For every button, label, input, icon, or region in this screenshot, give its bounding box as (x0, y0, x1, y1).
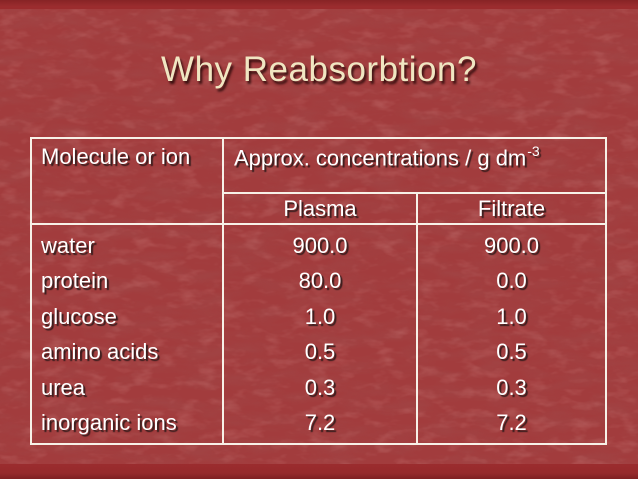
plasma-value: 0.3 (304, 374, 336, 400)
filtrate-value: 0.3 (496, 374, 527, 400)
filtrate-value: 0.0 (496, 268, 527, 294)
plasma-value: 900.0 (292, 232, 348, 258)
plasma-value: 1.0 (304, 303, 336, 329)
filtrate-value: 7.2 (496, 410, 527, 436)
subheader-filtrate: Filtrate (418, 194, 605, 225)
header-approx-superscript: -3 (527, 143, 540, 159)
row-label: amino acids (41, 339, 159, 365)
plasma-value: 0.5 (304, 339, 336, 365)
filtrate-column: 900.0 0.0 1.0 0.5 0.3 7.2 (418, 225, 605, 443)
molecule-column: water protein glucose amino acids urea i… (32, 225, 224, 443)
row-label: urea (41, 374, 86, 400)
row-label: protein (41, 268, 109, 294)
concentration-table: Molecule or ion Approx. concentrations /… (30, 137, 607, 445)
row-label: glucose (41, 303, 117, 329)
header-approx-concentrations: Approx. concentrations / g dm-3 (224, 139, 605, 194)
filtrate-value: 900.0 (483, 232, 540, 258)
plasma-value: 80.0 (298, 268, 342, 294)
plasma-column: 900.0 80.0 1.0 0.5 0.3 7.2 (224, 225, 418, 443)
top-edge-bar (0, 0, 638, 9)
header-molecule-or-ion: Molecule or ion (32, 139, 224, 225)
header-approx-text: Approx. concentrations / g dm (234, 145, 527, 171)
plasma-value: 7.2 (304, 410, 336, 436)
bottom-edge-bar (0, 464, 638, 479)
row-label: inorganic ions (41, 410, 177, 436)
filtrate-value: 1.0 (496, 303, 527, 329)
row-label: water (41, 232, 95, 258)
filtrate-value: 0.5 (496, 339, 527, 365)
subheader-plasma: Plasma (224, 194, 418, 225)
slide-title: Why Reabsorbtion? (161, 50, 477, 89)
